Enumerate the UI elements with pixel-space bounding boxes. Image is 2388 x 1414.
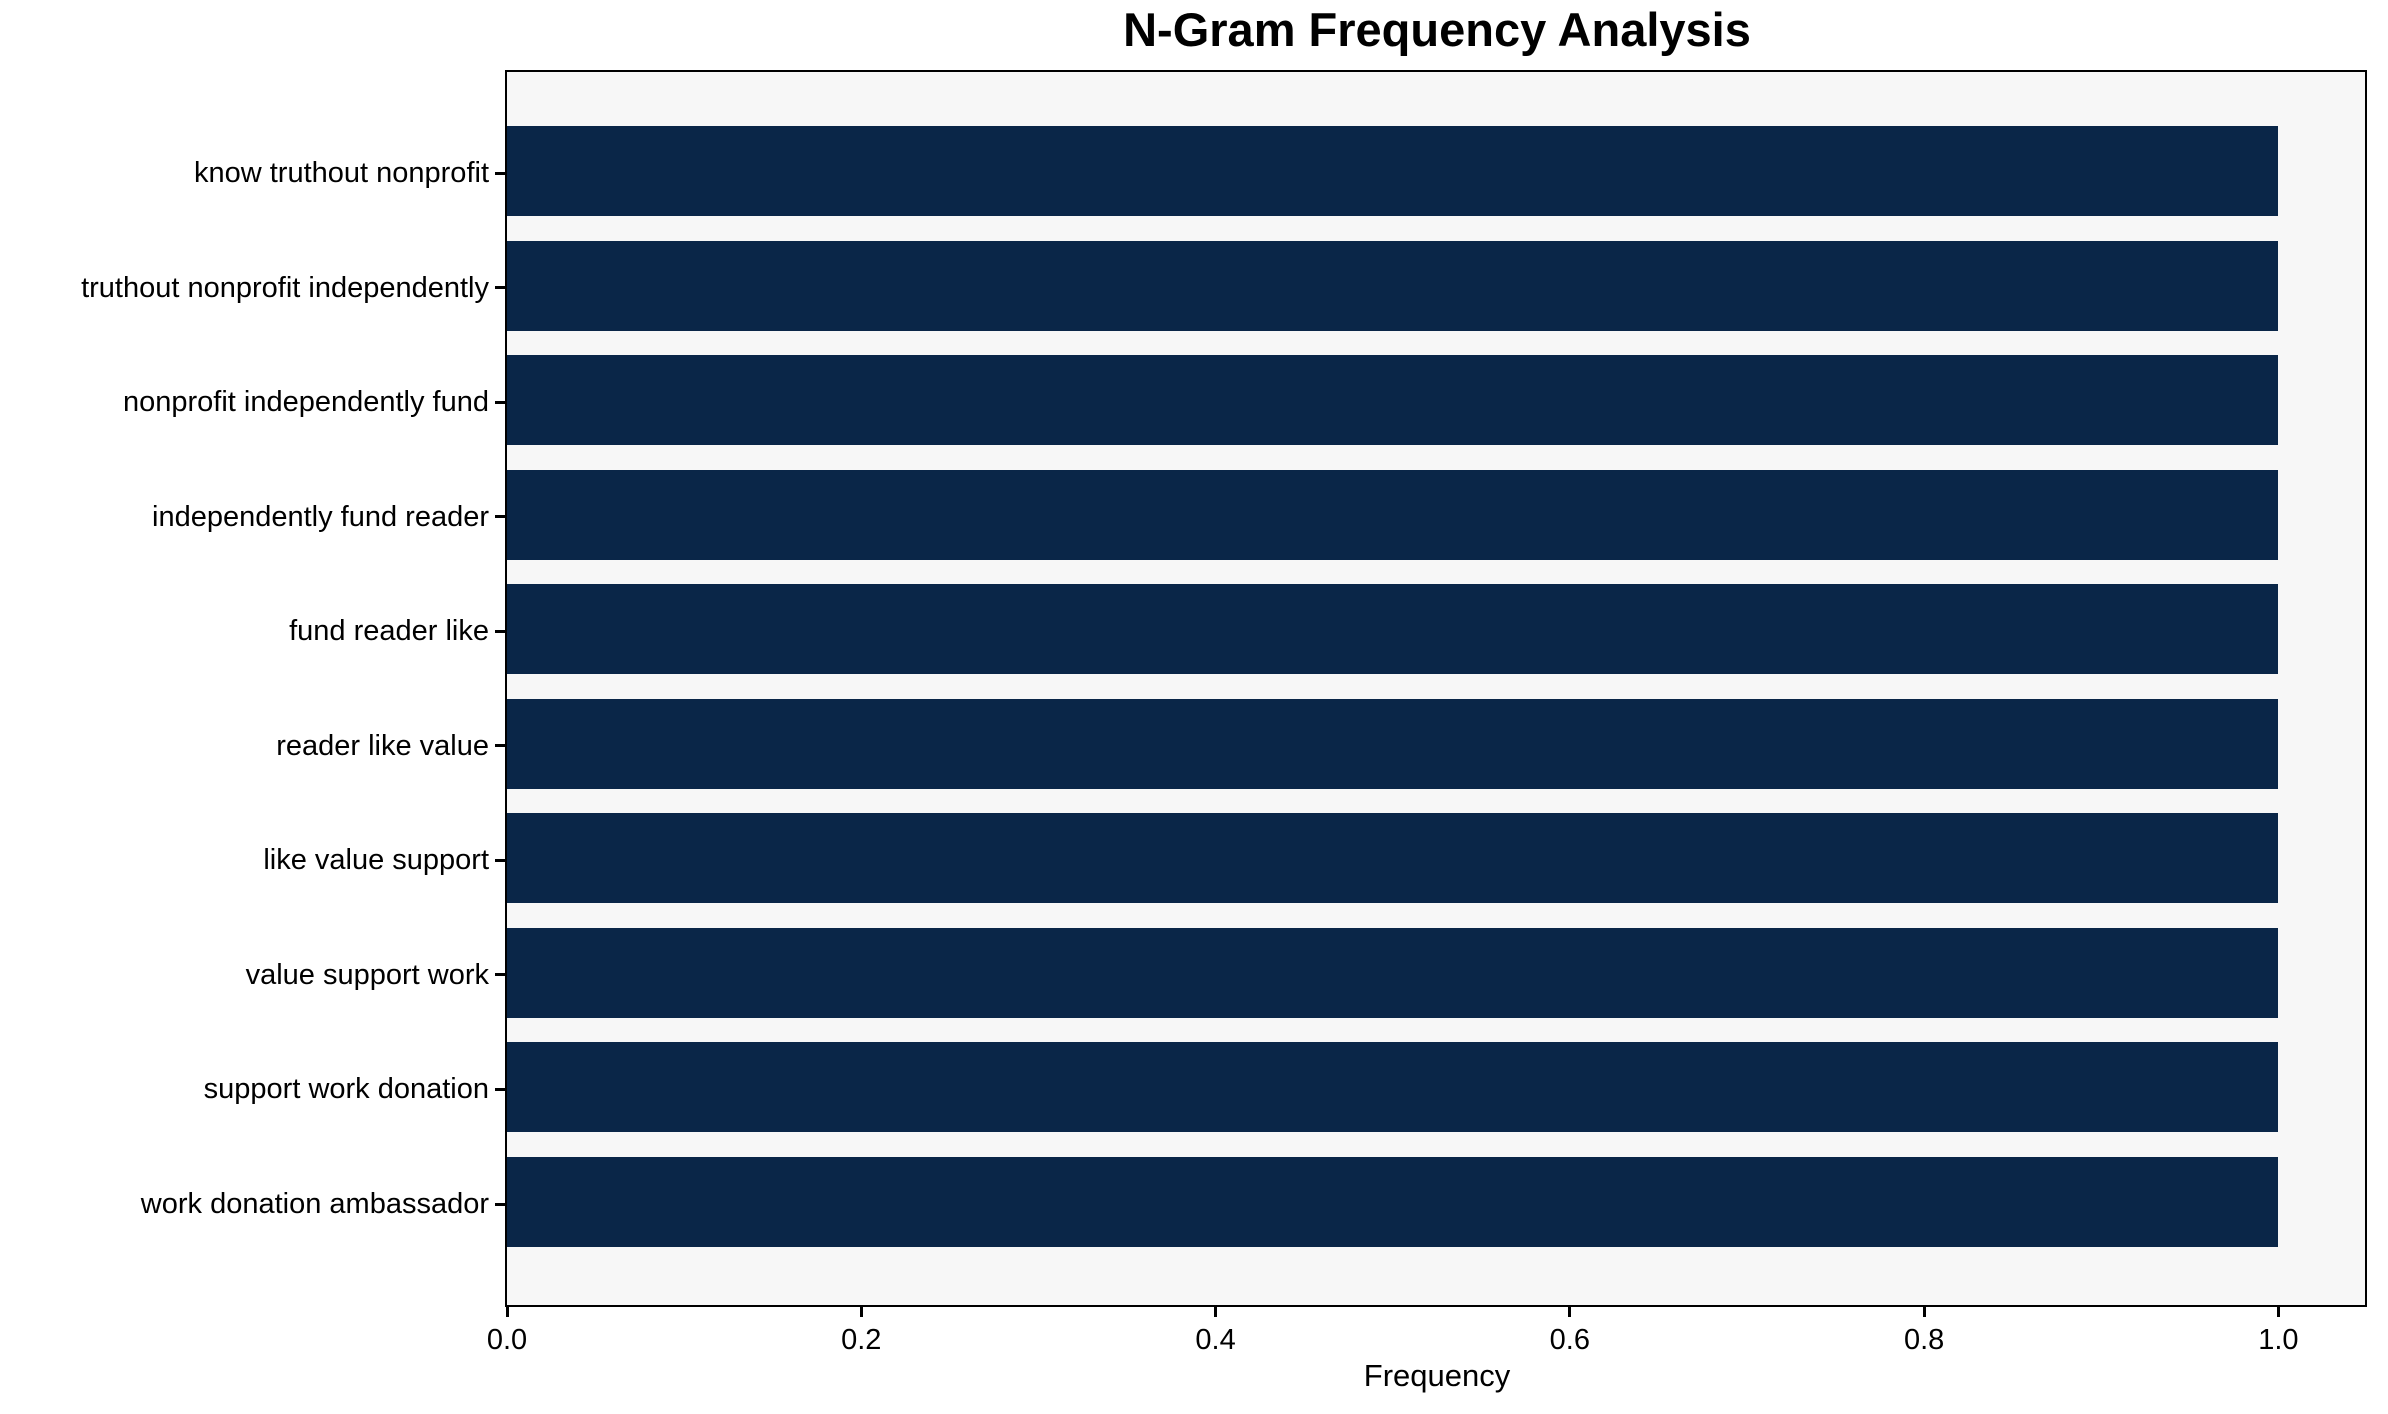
- y-tick-label: know truthout nonprofit: [193, 157, 489, 189]
- y-tick-mark: [495, 973, 505, 977]
- y-tick-mark: [495, 286, 505, 290]
- x-tick-mark: [1922, 1305, 1926, 1317]
- bar: [507, 1157, 2279, 1247]
- x-tick-label: 0.6: [1549, 1324, 1590, 1356]
- x-tick-label: 0.0: [486, 1324, 528, 1356]
- y-tick-label: reader like value: [276, 729, 489, 762]
- y-tick-mark: [495, 400, 505, 404]
- x-tick-mark: [1568, 1305, 1572, 1317]
- chart-title: N-Gram Frequency Analysis: [1123, 3, 1751, 56]
- y-tick-mark: [495, 744, 505, 748]
- x-axis-label: Frequency: [1363, 1358, 1511, 1393]
- y-tick-label: fund reader like: [289, 615, 489, 648]
- x-tick-label: 1.0: [2258, 1324, 2299, 1356]
- x-tick-mark: [1214, 1305, 1218, 1317]
- x-tick-mark: [2276, 1305, 2280, 1317]
- y-tick-mark: [495, 858, 505, 862]
- x-tick-label: 0.4: [1195, 1324, 1236, 1356]
- y-tick-mark: [495, 1202, 505, 1206]
- y-tick-mark: [495, 1087, 505, 1091]
- x-tick-mark: [859, 1305, 863, 1317]
- y-tick-label: nonprofit independently fund: [122, 386, 489, 419]
- y-tick-mark: [495, 515, 505, 519]
- y-tick-label: work donation ambassador: [140, 1188, 489, 1220]
- bar: [507, 584, 2279, 675]
- x-tick-mark: [505, 1305, 509, 1317]
- plot-area: [505, 70, 2367, 1307]
- y-tick-label: support work donation: [203, 1073, 489, 1106]
- bar: [507, 813, 2279, 904]
- bar: [507, 698, 2279, 789]
- y-tick-label: independently fund reader: [152, 500, 489, 533]
- bar: [507, 240, 2279, 331]
- x-tick-label: 0.2: [841, 1324, 882, 1356]
- bar: [507, 126, 2279, 216]
- y-tick-label: truthout nonprofit independently: [81, 271, 489, 304]
- y-tick-mark: [495, 171, 505, 175]
- bar: [507, 927, 2279, 1018]
- x-tick-label: 0.8: [1903, 1324, 1945, 1356]
- y-tick-label: like value support: [263, 844, 489, 877]
- bar: [507, 355, 2279, 446]
- bar: [507, 469, 2279, 560]
- y-tick-mark: [495, 629, 505, 633]
- bar: [507, 1042, 2279, 1133]
- y-tick-label: value support work: [245, 958, 489, 991]
